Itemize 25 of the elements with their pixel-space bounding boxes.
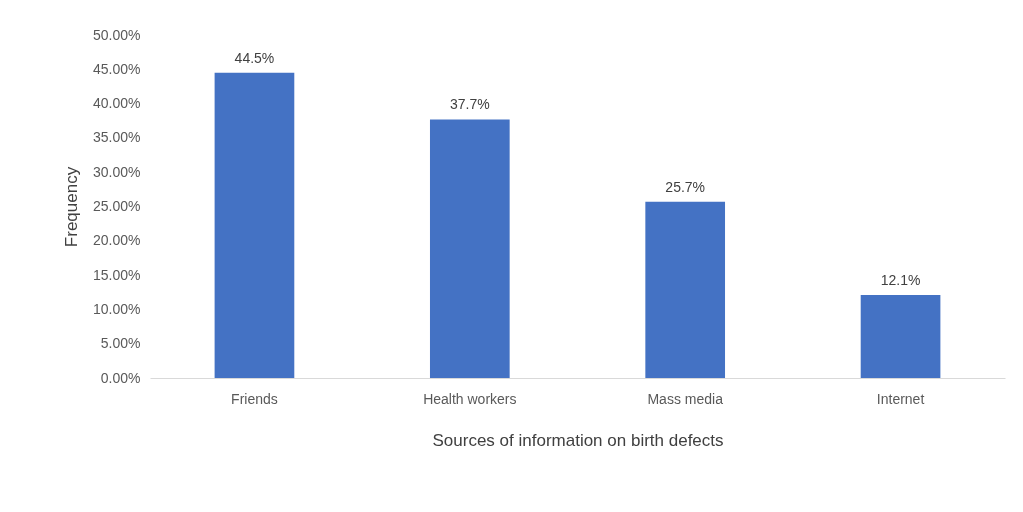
x-tick-label: Friends (231, 390, 278, 407)
y-tick-label: 0.00% (100, 369, 141, 386)
x-tick-label: Health workers (423, 390, 517, 407)
bar (860, 294, 941, 378)
y-tick-label: 50.00% (93, 26, 141, 43)
data-label: 37.7% (449, 96, 490, 113)
data-label: 12.1% (880, 271, 921, 288)
bar (645, 201, 726, 378)
data-label: 25.7% (665, 178, 706, 195)
y-tick-label: 5.00% (100, 335, 141, 352)
y-tick-label: 25.00% (93, 198, 141, 214)
y-tick-label: 35.00% (93, 129, 141, 146)
y-tick-label: 40.00% (93, 95, 141, 112)
x-axis-title: Sources of information on birth defects (432, 430, 724, 450)
bar (214, 72, 295, 378)
y-tick-label: 20.00% (93, 232, 141, 249)
bar (429, 119, 510, 378)
y-axis-title: Frequency (62, 166, 82, 248)
x-tick-label: Mass media (647, 390, 724, 407)
y-tick-label: 45.00% (93, 60, 141, 77)
x-tick-label: Internet (876, 390, 925, 407)
y-tick-label: 10.00% (93, 300, 141, 317)
y-tick-label: 30.00% (93, 163, 141, 180)
y-tick-label: 15.00% (93, 266, 141, 283)
data-label: 44.5% (234, 49, 275, 66)
